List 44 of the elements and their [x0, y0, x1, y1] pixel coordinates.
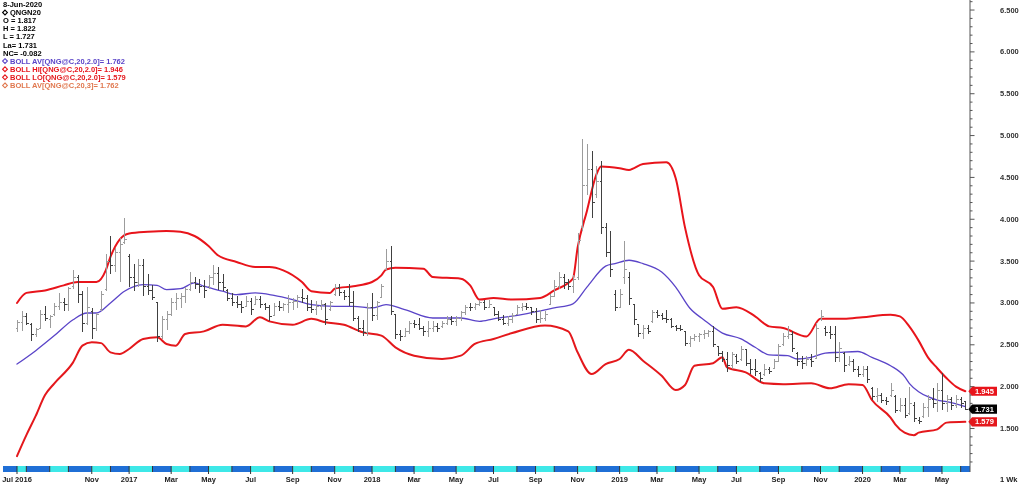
- candlestick: [211, 264, 216, 286]
- candlestick: [94, 312, 99, 332]
- candlestick: [576, 232, 581, 281]
- candlestick: [594, 165, 599, 199]
- candlestick: [155, 302, 160, 343]
- candlestick: [618, 288, 623, 309]
- candlestick: [833, 325, 838, 363]
- candlestick: [375, 300, 380, 321]
- candlestick: [790, 330, 795, 353]
- candlestick: [632, 304, 637, 326]
- candlestick: [814, 322, 819, 360]
- candlestick: [627, 271, 632, 306]
- line-series: [16, 161, 967, 393]
- candlestick: [940, 372, 945, 411]
- line-series: [16, 316, 967, 458]
- candlestick: [38, 309, 43, 329]
- candlestick: [837, 341, 842, 363]
- candlestick: [90, 307, 95, 340]
- candlestick: [893, 394, 898, 414]
- candlestick: [136, 258, 141, 288]
- candlestick: [384, 248, 389, 271]
- candlestick: [389, 245, 394, 316]
- candlestick: [907, 386, 912, 416]
- candlestick: [108, 235, 113, 275]
- candlestick: [99, 290, 104, 312]
- candlestick: [926, 394, 931, 418]
- candlestick: [122, 217, 127, 245]
- candlestick: [903, 397, 908, 419]
- candlestick: [725, 351, 730, 373]
- candlestick: [118, 237, 123, 283]
- candlestick: [842, 351, 847, 373]
- candlestick: [608, 230, 613, 278]
- candlestick: [104, 253, 109, 292]
- candlestick: [323, 302, 328, 326]
- candlestick: [71, 269, 76, 290]
- candlestick: [85, 286, 90, 326]
- candlestick: [912, 401, 917, 423]
- candlestick: [590, 150, 595, 219]
- candlestick: [931, 387, 936, 409]
- candlestick: [622, 240, 627, 285]
- line-series: [16, 259, 966, 408]
- candlestick: [711, 325, 716, 348]
- candlestick: [370, 292, 375, 322]
- candlestick: [613, 289, 618, 312]
